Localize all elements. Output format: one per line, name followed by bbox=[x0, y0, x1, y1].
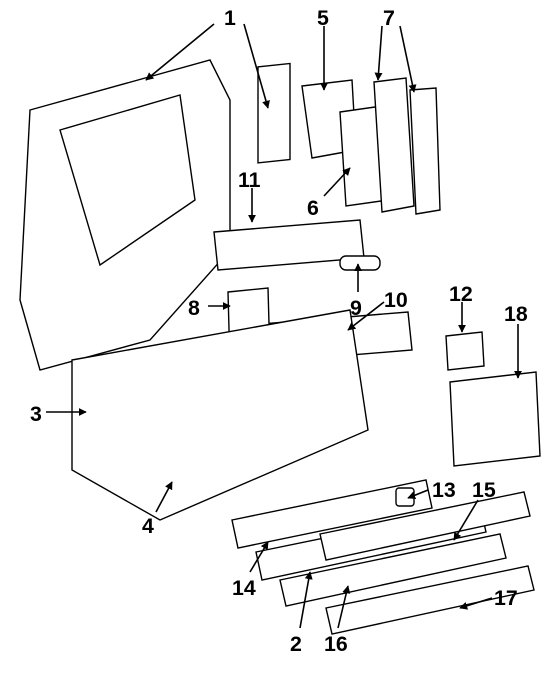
callout-4: 4 bbox=[142, 514, 154, 539]
callout-11: 11 bbox=[238, 168, 261, 193]
callout-15: 15 bbox=[472, 478, 496, 503]
callout-12: 12 bbox=[449, 282, 473, 307]
callout-2: 2 bbox=[290, 632, 302, 657]
callout-9: 9 bbox=[350, 296, 362, 321]
exploded-parts-diagram: 157611891012183414216131517 bbox=[0, 0, 552, 690]
callout-8: 8 bbox=[188, 296, 200, 321]
callout-arrows bbox=[0, 0, 552, 690]
callout-14: 14 bbox=[232, 576, 256, 601]
callout-5: 5 bbox=[317, 6, 329, 31]
callout-7: 7 bbox=[383, 6, 395, 31]
callout-1: 1 bbox=[224, 6, 236, 31]
callout-18: 18 bbox=[504, 302, 528, 327]
callout-16: 16 bbox=[324, 632, 348, 657]
callout-6: 6 bbox=[307, 196, 319, 221]
callout-13: 13 bbox=[432, 478, 456, 503]
callout-3: 3 bbox=[30, 402, 42, 427]
parts-linework bbox=[0, 0, 552, 690]
callout-10: 10 bbox=[384, 288, 408, 313]
callout-17: 17 bbox=[494, 586, 518, 611]
